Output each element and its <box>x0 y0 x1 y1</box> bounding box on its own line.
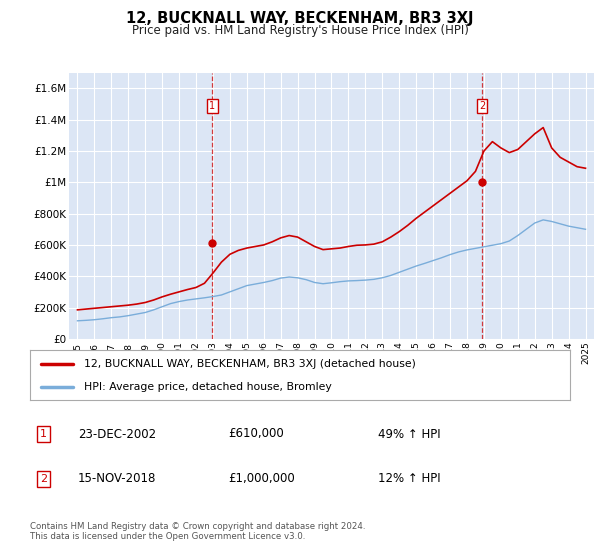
Text: Price paid vs. HM Land Registry's House Price Index (HPI): Price paid vs. HM Land Registry's House … <box>131 24 469 36</box>
Text: 49% ↑ HPI: 49% ↑ HPI <box>378 427 440 441</box>
Text: Contains HM Land Registry data © Crown copyright and database right 2024.
This d: Contains HM Land Registry data © Crown c… <box>30 522 365 542</box>
Text: 2: 2 <box>40 474 47 484</box>
Text: 12% ↑ HPI: 12% ↑ HPI <box>378 472 440 486</box>
Text: 2: 2 <box>479 101 485 111</box>
Text: £1,000,000: £1,000,000 <box>228 472 295 486</box>
Text: 12, BUCKNALL WAY, BECKENHAM, BR3 3XJ: 12, BUCKNALL WAY, BECKENHAM, BR3 3XJ <box>126 11 474 26</box>
Text: 23-DEC-2002: 23-DEC-2002 <box>78 427 156 441</box>
Text: 1: 1 <box>209 101 215 111</box>
Text: 1: 1 <box>40 429 47 439</box>
Text: £610,000: £610,000 <box>228 427 284 441</box>
Text: 12, BUCKNALL WAY, BECKENHAM, BR3 3XJ (detached house): 12, BUCKNALL WAY, BECKENHAM, BR3 3XJ (de… <box>84 358 416 368</box>
Text: 15-NOV-2018: 15-NOV-2018 <box>78 472 157 486</box>
Text: HPI: Average price, detached house, Bromley: HPI: Average price, detached house, Brom… <box>84 382 332 392</box>
